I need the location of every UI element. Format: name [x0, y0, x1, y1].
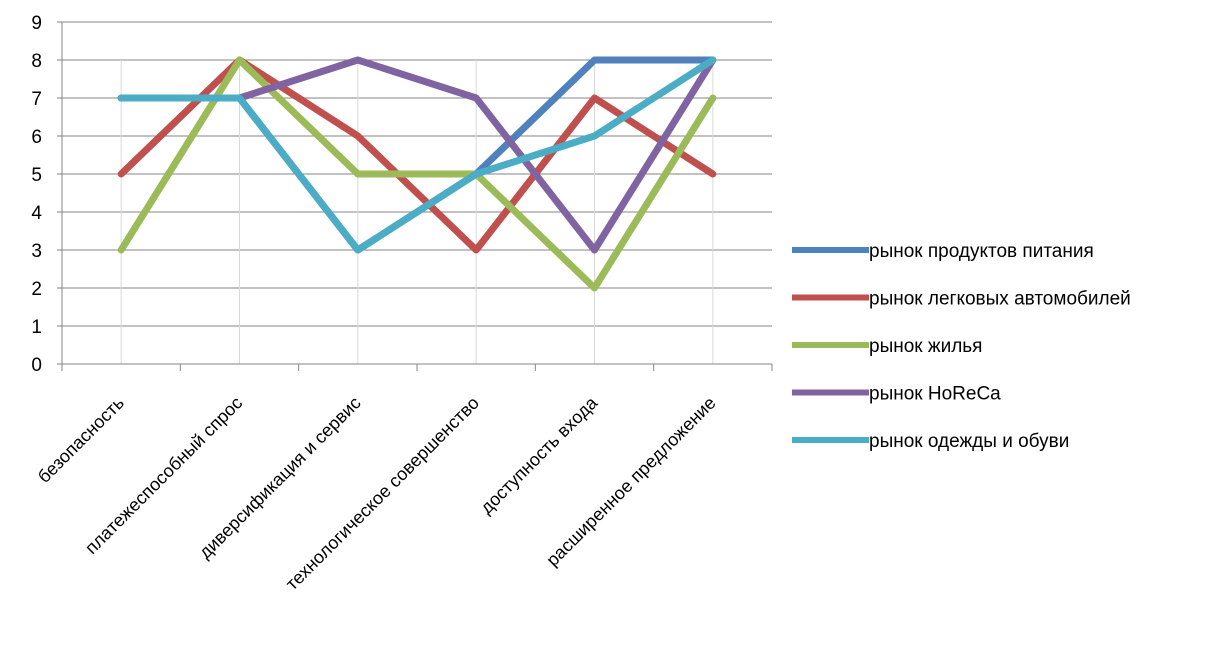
legend-label: рынок продуктов питания	[869, 241, 1094, 262]
legend: рынок продуктов питания рынок легковых ав…	[792, 241, 1131, 452]
y-tick-label: 3	[31, 241, 42, 262]
y-tick-label: 9	[31, 13, 42, 34]
legend-label: рынок HoReCa	[869, 384, 1001, 405]
x-category-label: безопасность	[34, 393, 128, 487]
series-lines	[117, 56, 717, 292]
series-line-3	[117, 56, 717, 292]
y-tick-label: 5	[31, 165, 42, 186]
x-category-label: доступность входа	[476, 392, 602, 518]
x-category-label: технологическое совершенство	[282, 393, 483, 594]
series-line-5	[117, 56, 717, 254]
series-line-2	[117, 56, 717, 254]
y-tick-label: 0	[31, 355, 42, 376]
axes	[57, 21, 773, 371]
y-tick-label: 8	[31, 51, 42, 72]
legend-label: рынок одежды и обуви	[869, 431, 1069, 452]
y-tick-label: 6	[31, 127, 42, 148]
legend-label: рынок жилья	[869, 336, 982, 357]
y-tick-label: 2	[31, 279, 42, 300]
legend-label: рынок легковых автомобилей	[869, 289, 1131, 310]
y-tick-label: 4	[31, 203, 42, 224]
y-tick-label: 7	[31, 89, 42, 110]
y-tick-label: 1	[31, 317, 42, 338]
